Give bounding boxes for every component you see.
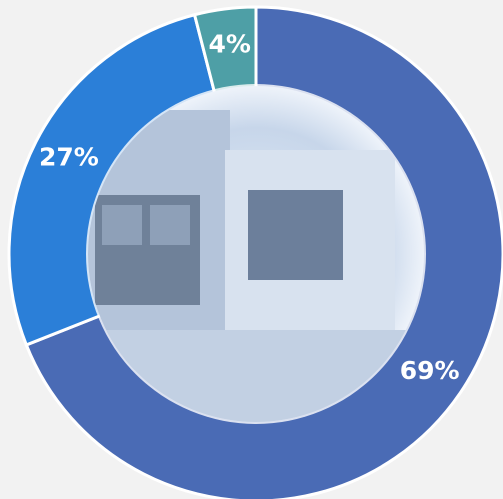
value-label: 69% bbox=[400, 356, 460, 385]
value-labels: 69% 27% 4% bbox=[39, 30, 460, 385]
window-pane bbox=[150, 205, 190, 245]
window-pane bbox=[102, 205, 142, 245]
value-label: 4% bbox=[208, 30, 250, 59]
value-label: 27% bbox=[39, 143, 99, 172]
plaque bbox=[248, 190, 343, 280]
